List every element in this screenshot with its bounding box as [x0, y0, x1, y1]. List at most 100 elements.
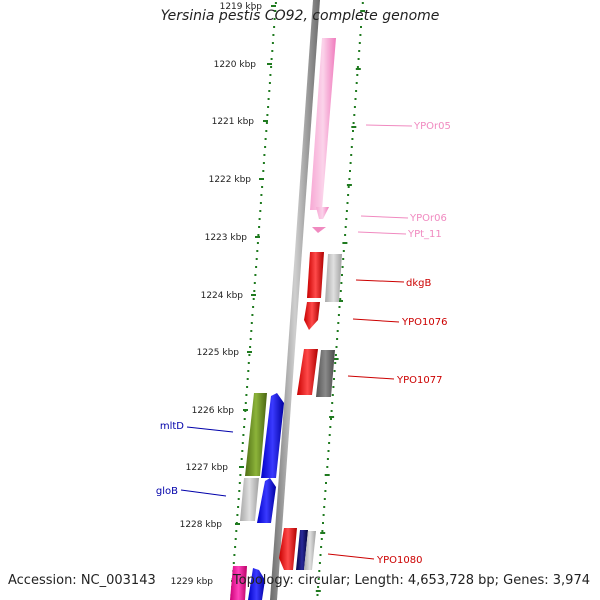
gene-features — [230, 38, 342, 600]
guide-dot — [337, 322, 340, 324]
guide-dot — [338, 306, 341, 308]
right-guide-track — [315, 2, 366, 596]
guide-dot — [271, 50, 274, 52]
gene-mltd-arrow[interactable] — [245, 393, 267, 476]
guide-dot — [350, 146, 353, 148]
guide-dot — [355, 82, 358, 84]
guide-dot — [320, 546, 323, 548]
gene-mltd-neighbor-arrow[interactable] — [261, 393, 284, 478]
gene-ypo1077-neighbor-arrow[interactable] — [316, 350, 335, 397]
guide-dot — [320, 538, 323, 540]
guide-dot — [339, 290, 342, 292]
scale-tick: 1221 kbp — [212, 117, 268, 127]
guide-dot — [322, 522, 324, 524]
guide-dot — [357, 58, 360, 60]
guide-dot — [246, 386, 249, 388]
gene-ypor06-arrow[interactable] — [316, 207, 329, 219]
guide-dot — [356, 66, 359, 68]
guide-dot — [336, 330, 339, 332]
guide-dot — [273, 26, 276, 28]
guide-dot — [325, 482, 327, 484]
label-leaders — [180, 124, 413, 560]
leader-ypo1080 — [327, 553, 375, 560]
chromosome-backbone — [270, 0, 320, 600]
gene-dkgb-arrow[interactable] — [307, 252, 324, 298]
guide-dot — [249, 346, 252, 348]
guide-dot — [328, 434, 331, 436]
guide-dot — [352, 122, 355, 124]
gene-label-mltd[interactable]: mltD — [160, 421, 184, 432]
leader-ypor06 — [360, 215, 409, 219]
guide-dot — [350, 154, 353, 156]
gene-label-ypt11[interactable]: YPt_11 — [407, 229, 442, 240]
scale-tick: 1226 kbp — [192, 406, 248, 416]
gene-ypo1080-neighbor-navy[interactable] — [296, 530, 308, 570]
guide-dot — [335, 346, 338, 348]
accession-info: Accession: NC_003143 — [8, 573, 156, 588]
guide-dot — [237, 498, 240, 500]
guide-dot — [329, 426, 332, 428]
guide-dot — [318, 570, 321, 572]
gene-dkgb-neighbor-arrow[interactable] — [325, 254, 342, 302]
guide-dot — [322, 514, 325, 516]
guide-dot — [258, 226, 261, 228]
gene-label-glob[interactable]: gloB — [156, 486, 178, 497]
gene-label-dkgb[interactable]: dkgB — [406, 278, 431, 289]
gene-label-ypor06[interactable]: YPOr06 — [409, 213, 447, 224]
guide-dot — [268, 90, 271, 92]
guide-dot — [324, 490, 327, 492]
scale-tick: 1227 kbp — [186, 463, 244, 473]
gene-label-ypo1080[interactable]: YPO1080 — [376, 555, 422, 566]
gene-glob-arrow[interactable] — [240, 478, 259, 521]
gene-ypo1077-arrow[interactable] — [297, 349, 318, 395]
scale-axis: 1219 kbp 1220 kbp 1221 kbp 1222 kbp 1223… — [171, 2, 276, 587]
guide-dot — [333, 378, 335, 380]
guide-dot — [331, 394, 334, 396]
gene-ypo1080-arrow[interactable] — [279, 528, 297, 570]
gene-label-ypor05[interactable]: YPOr05 — [413, 121, 451, 132]
leader-dkgb — [355, 279, 405, 283]
guide-dot — [323, 506, 326, 508]
leader-glob — [180, 489, 227, 497]
guide-dot — [255, 258, 258, 260]
guide-dot — [269, 74, 272, 76]
gene-ypo1080-neighbor-gray[interactable] — [304, 531, 316, 570]
gene-ypt11-arrow[interactable] — [312, 227, 326, 233]
guide-dot — [258, 218, 261, 220]
scale-tick-label: 1224 kbp — [201, 291, 244, 301]
guide-dot — [273, 18, 276, 20]
guide-dot — [326, 458, 329, 460]
gene-glob-neighbor-arrow[interactable] — [257, 478, 276, 523]
guide-dot — [250, 330, 253, 332]
guide-dot — [341, 274, 343, 276]
topology-info: Topology: circular; Length: 4,653,728 bp… — [232, 573, 590, 588]
gene-ypor05-arrow[interactable] — [310, 38, 336, 210]
guide-dot — [232, 562, 235, 564]
scale-tick: 1219 kbp — [220, 2, 276, 12]
gene-label-ypo1077[interactable]: YPO1077 — [396, 375, 442, 386]
guide-dot — [263, 154, 266, 156]
guide-dot — [326, 466, 329, 468]
guide-dash — [333, 358, 339, 360]
guide-dot — [349, 170, 351, 172]
guide-dot — [264, 138, 267, 140]
guide-dot — [331, 402, 334, 404]
gene-ypo1076-arrow[interactable] — [304, 302, 320, 330]
guide-dot — [266, 114, 269, 116]
guide-dot — [345, 210, 348, 212]
guide-dot — [240, 458, 243, 460]
guide-dot — [349, 162, 352, 164]
guide-dash — [338, 300, 343, 302]
guide-dot — [249, 338, 252, 340]
guide-tracks — [230, 2, 366, 596]
gene-label-ypo1076[interactable]: YPO1076 — [401, 317, 447, 328]
gene-bottom-magenta-arrow[interactable] — [230, 566, 247, 600]
guide-dot — [239, 474, 242, 476]
page-title: Yersinia pestis CO92, complete genome — [160, 8, 440, 24]
guide-dot — [359, 34, 362, 36]
guide-dot — [354, 98, 357, 100]
guide-dot — [271, 42, 274, 44]
guide-dot — [356, 74, 359, 76]
gene-bottom-blue-arrow[interactable] — [248, 568, 265, 600]
